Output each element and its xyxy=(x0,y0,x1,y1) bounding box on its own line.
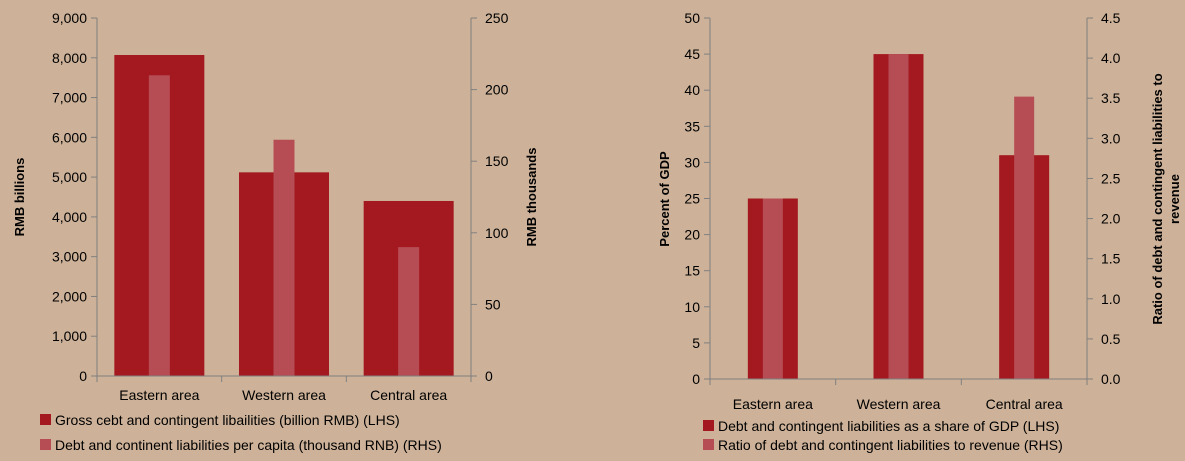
y2-tick-label: 3.5 xyxy=(1101,90,1121,106)
x-tick-label: Central area xyxy=(986,396,1063,412)
y-tick-label: 1,000 xyxy=(52,328,87,344)
legend-label: Gross cebt and contingent libailities (b… xyxy=(55,412,400,428)
legend: Debt and contingent liabilities as a sha… xyxy=(703,418,1063,453)
x-tick-label: Eastern area xyxy=(119,387,199,403)
legend-swatch xyxy=(40,439,51,450)
y2-tick-label: 0 xyxy=(485,368,493,384)
x-tick-label: Western area xyxy=(242,387,326,403)
legend-swatch xyxy=(703,420,714,431)
y2-tick-label: 1.5 xyxy=(1101,251,1121,267)
bar-rhs-2 xyxy=(273,139,295,376)
legend-swatch xyxy=(40,414,51,425)
y-tick-label: 6,000 xyxy=(52,129,87,145)
y-tick-label: 50 xyxy=(684,10,700,26)
x-tick-label: Central area xyxy=(370,387,447,403)
y-axis-title: Percent of GDP xyxy=(657,151,672,247)
y2-tick-label: 50 xyxy=(485,296,501,312)
y-tick-label: 7,000 xyxy=(52,90,87,106)
y2-tick-label: 200 xyxy=(485,82,509,98)
y-tick-label: 4,000 xyxy=(52,209,87,225)
y-tick-label: 9,000 xyxy=(52,10,87,26)
y2-tick-label: 1.0 xyxy=(1101,291,1121,307)
y2-tick-label: 150 xyxy=(485,153,509,169)
y-tick-label: 0 xyxy=(692,371,700,387)
y-tick-label: 5 xyxy=(692,335,700,351)
y-tick-label: 25 xyxy=(684,191,700,207)
y-tick-label: 40 xyxy=(684,82,700,98)
bar-rhs-3 xyxy=(1014,96,1035,380)
legend: Gross cebt and contingent libailities (b… xyxy=(40,412,442,453)
y-axis-title: RMB billions xyxy=(12,158,27,237)
y-tick-label: 5,000 xyxy=(52,169,87,185)
y2-tick-label: 2.5 xyxy=(1101,170,1121,186)
bar-rhs-2 xyxy=(888,54,909,379)
bar-rhs-1 xyxy=(762,198,783,379)
x-tick-label: Western area xyxy=(857,396,941,412)
legend-label: Debt and continent liabilities per capit… xyxy=(55,437,442,453)
y2-axis-title: Ratio of debt and contingent liabilities… xyxy=(1150,73,1182,324)
y2-tick-label: 0.0 xyxy=(1101,371,1121,387)
legend-swatch xyxy=(703,439,714,450)
x-tick-label: Eastern area xyxy=(733,396,813,412)
y2-tick-label: 4.5 xyxy=(1101,10,1121,26)
y2-tick-label: 100 xyxy=(485,225,509,241)
y-tick-label: 3,000 xyxy=(52,249,87,265)
y2-tick-label: 2.0 xyxy=(1101,211,1121,227)
y2-tick-label: 250 xyxy=(485,10,509,26)
legend-label: Debt and contingent liabilities as a sha… xyxy=(718,418,1059,434)
chart-1: 0 1,000 2,000 3,000 4,000 5,000 6,000 7,000 8,00… xyxy=(12,10,539,453)
y2-tick-label: 3.0 xyxy=(1101,130,1121,146)
y-tick-label: 2,000 xyxy=(52,288,87,304)
y2-tick-label: 0.5 xyxy=(1101,331,1121,347)
y2-tick-label: 4.0 xyxy=(1101,50,1121,66)
y-tick-label: 20 xyxy=(684,227,700,243)
bar-rhs-3 xyxy=(398,247,420,376)
y-tick-label: 0 xyxy=(79,368,87,384)
bar-rhs-1 xyxy=(148,75,170,376)
legend-label: Ratio of debt and contingent liabilities… xyxy=(718,437,1063,453)
y-tick-label: 35 xyxy=(684,118,700,134)
y-tick-label: 10 xyxy=(684,299,700,315)
y2-axis-title: RMB thousands xyxy=(524,148,539,247)
y-tick-label: 30 xyxy=(684,154,700,170)
y-tick-label: 45 xyxy=(684,46,700,62)
y-tick-label: 8,000 xyxy=(52,50,87,66)
y-tick-label: 15 xyxy=(684,263,700,279)
chart-2: 0 5 10 15 20 25 30 35 40 45 50 0.0 0.5 1.0 1.5 2.0 2.5 3.… xyxy=(657,10,1182,453)
